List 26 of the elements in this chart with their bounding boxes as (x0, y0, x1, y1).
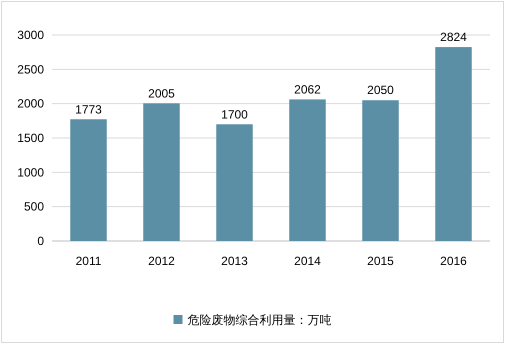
bar (70, 119, 107, 241)
x-tick-label: 2015 (367, 254, 394, 268)
x-tick-label: 2011 (76, 254, 102, 268)
bar (435, 47, 472, 241)
data-label: 2062 (294, 82, 322, 96)
x-tick-label: 2016 (440, 254, 468, 268)
bar (289, 99, 326, 241)
data-label: 1700 (221, 107, 248, 122)
legend-label: 危险废物综合利用量：万吨 (188, 313, 332, 327)
y-tick-label: 0 (37, 234, 44, 248)
y-tick-label: 1000 (17, 165, 44, 180)
bar (216, 124, 253, 241)
y-tick-label: 3000 (17, 28, 44, 42)
x-tick-label: 2012 (148, 254, 176, 268)
y-tick-label: 2000 (17, 96, 44, 111)
bar (362, 100, 399, 241)
x-tick-label: 2014 (294, 254, 322, 268)
bar (143, 103, 180, 241)
data-label: 2824 (440, 30, 468, 44)
data-label: 1773 (75, 102, 102, 116)
data-label: 2050 (367, 83, 394, 98)
y-tick-label: 500 (24, 200, 44, 214)
y-tick-label: 1500 (17, 131, 44, 145)
y-tick-label: 2500 (17, 62, 44, 76)
x-tick-label: 2013 (221, 254, 248, 268)
data-label: 2005 (148, 86, 176, 100)
